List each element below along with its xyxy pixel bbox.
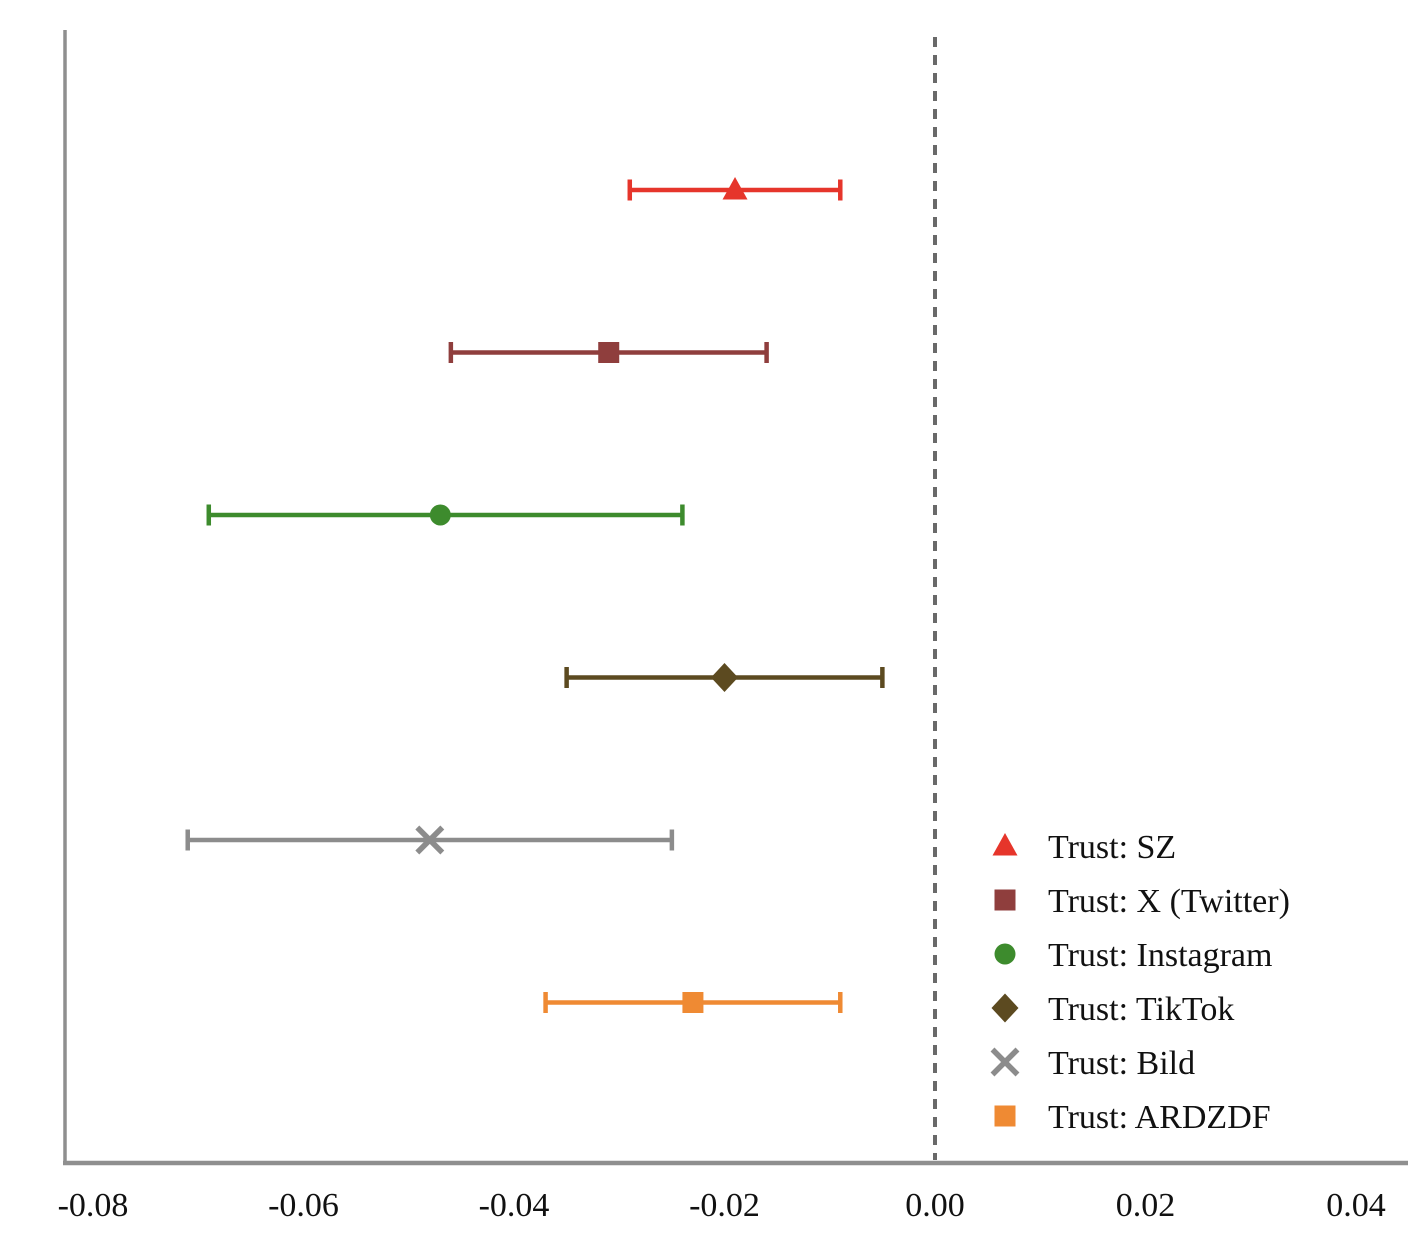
trust-x-twitter-point-marker-icon	[598, 342, 620, 363]
x-tick-label: 0.02	[1116, 1187, 1176, 1224]
trust-bild-legend-marker-icon	[990, 1047, 1020, 1077]
trust-tiktok-legend-marker-icon	[991, 993, 1019, 1023]
x-tick-label: 0.00	[905, 1187, 965, 1224]
trust-instagram-legend-marker-icon	[994, 943, 1016, 965]
legend-label: Trust: TikTok	[1048, 991, 1234, 1028]
x-tick-label: -0.06	[268, 1187, 339, 1224]
legend-label: Trust: ARDZDF	[1048, 1099, 1271, 1136]
trust-ardzdf-point-marker-icon	[682, 992, 704, 1013]
legend-label: Trust: X (Twitter)	[1048, 883, 1290, 920]
trust-instagram-point-marker-icon	[429, 504, 451, 526]
x-tick-label: 0.04	[1326, 1187, 1386, 1224]
trust-bild-point-marker-icon	[415, 825, 445, 855]
trust-x-twitter-legend-marker-icon	[994, 889, 1016, 911]
legend-label: Trust: Bild	[1048, 1045, 1195, 1082]
x-tick-label: -0.08	[58, 1187, 129, 1224]
trust-ardzdf-legend-marker-icon	[994, 1105, 1016, 1127]
legend-label: Trust: SZ	[1048, 829, 1176, 866]
x-tick-label: -0.02	[689, 1187, 760, 1224]
legend-label: Trust: Instagram	[1048, 937, 1272, 974]
trust-sz-point-marker-icon	[722, 177, 748, 200]
x-tick-label: -0.04	[479, 1187, 550, 1224]
trust-tiktok-point-marker-icon	[711, 663, 738, 692]
trust-sz-legend-marker-icon	[992, 833, 1018, 856]
